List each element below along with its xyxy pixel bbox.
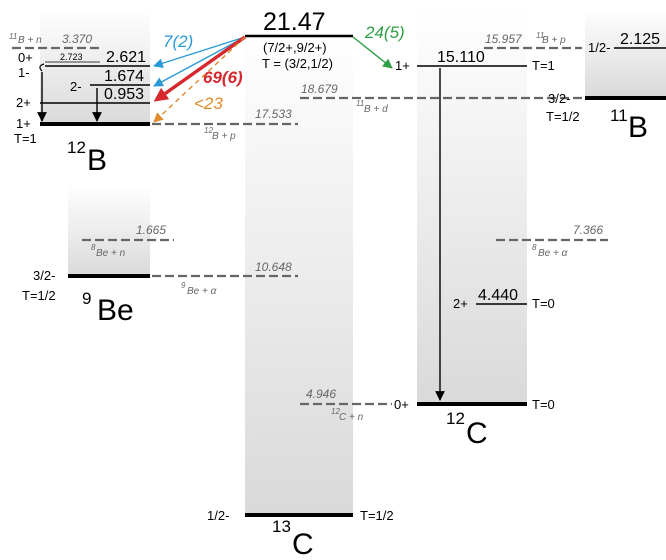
be9-scheme: 1.665 8 Be + n 3/2- T=1/2 10.648 9 Be + … bbox=[22, 223, 298, 327]
b12-nucleus-symbol: B bbox=[87, 144, 107, 177]
c12-level-15-energy: 15.110 bbox=[437, 49, 485, 66]
c13-threshold-d-mass: 11 bbox=[356, 99, 364, 108]
be9-threshold-n-label: Be + n bbox=[96, 248, 126, 259]
be9-threshold-alpha-mass: 9 bbox=[181, 281, 186, 290]
b11-level-spin: 1/2- bbox=[588, 40, 610, 55]
b11-band bbox=[585, 8, 666, 98]
be9-band bbox=[68, 185, 150, 278]
c12-nucleus-symbol: C bbox=[466, 417, 488, 450]
be9-ground-t: T=1/2 bbox=[22, 288, 56, 303]
c12-threshold-p-energy: 15.957 bbox=[485, 32, 523, 46]
blue-rate-label: 7(2) bbox=[163, 32, 193, 51]
b12-level-2p-energy: 0.953 bbox=[104, 86, 144, 103]
b11-nucleus-symbol: B bbox=[628, 111, 648, 144]
b11-scheme: 1/2- 2.125 3/2- T=1/2 11 B bbox=[546, 31, 666, 144]
b11-ground-t: T=1/2 bbox=[546, 109, 580, 124]
b12-level-2p-spin: 2+ bbox=[16, 95, 31, 110]
c12-band bbox=[417, 8, 527, 406]
orange-rate-label: <23 bbox=[194, 94, 223, 113]
c13-threshold-n-mass: 12 bbox=[331, 407, 340, 416]
b12-threshold-p-label: B + p bbox=[212, 131, 236, 142]
c12-threshold-alpha-label: Be + α bbox=[538, 248, 568, 259]
b12-level-2m-spin: 2- bbox=[70, 79, 82, 94]
b12-scheme: 11 B + n 3.370 0+ 2.621 2.723 1- 2- 1.67… bbox=[9, 32, 298, 177]
c12-level-15-t: T=1 bbox=[532, 58, 555, 73]
b12-level-1m-spin: 1- bbox=[18, 65, 30, 80]
b12-level-0p-spin: 0+ bbox=[18, 50, 33, 65]
be9-nucleus-symbol: Be bbox=[97, 294, 134, 327]
c13-scheme: 21.47 (7/2+,9/2+) T = (3/2,1/2) 18.679 1… bbox=[207, 8, 600, 560]
b11-ground-spin: 3/2- bbox=[548, 91, 570, 106]
c12-ground-t: T=0 bbox=[532, 397, 555, 412]
orange-arrow bbox=[153, 36, 246, 123]
c12-ground-spin: 0+ bbox=[394, 397, 409, 412]
c13-resonance-energy: 21.47 bbox=[263, 8, 326, 36]
b12-threshold-n-mass: 11 bbox=[9, 32, 17, 41]
c13-threshold-n-energy: 4.946 bbox=[306, 387, 336, 401]
c12-threshold-alpha-energy: 7.366 bbox=[573, 223, 603, 237]
b12-threshold-n-energy: 3.370 bbox=[62, 32, 92, 46]
green-rate-label: 24(5) bbox=[364, 23, 405, 42]
c13-nucleus-symbol: C bbox=[292, 528, 314, 560]
blue-arrow-lower bbox=[153, 36, 246, 87]
c13-threshold-d-label: B + d bbox=[364, 104, 388, 115]
be9-threshold-alpha-label: Be + α bbox=[187, 286, 217, 297]
b12-threshold-n-label: B + n bbox=[18, 35, 42, 46]
b12-level-0p-energy: 2.621 bbox=[106, 49, 146, 66]
be9-threshold-n-mass: 8 bbox=[91, 243, 96, 252]
red-rate-label: 69(6) bbox=[203, 68, 243, 87]
be9-ground-spin: 3/2- bbox=[33, 268, 55, 283]
b12-threshold-p-mass: 12 bbox=[204, 126, 213, 135]
green-arrow bbox=[352, 36, 393, 69]
b12-level-2m-energy: 1.674 bbox=[104, 68, 144, 85]
c12-threshold-p-label: B + p bbox=[542, 35, 566, 46]
b12-nucleus-mass: 12 bbox=[67, 138, 86, 157]
b12-level-2723-energy: 2.723 bbox=[60, 52, 83, 62]
c13-threshold-d-energy: 18.679 bbox=[301, 82, 338, 96]
c13-threshold-n-label: C + n bbox=[339, 412, 364, 423]
be9-threshold-n-energy: 1.665 bbox=[136, 223, 166, 237]
c13-resonance-spin: (7/2+,9/2+) bbox=[263, 40, 327, 55]
c13-ground-spin: 1/2- bbox=[207, 508, 229, 523]
c12-level-15-spin: 1+ bbox=[395, 58, 410, 73]
b12-band bbox=[40, 8, 150, 126]
b12-bracket-icon bbox=[39, 63, 45, 72]
c13-nucleus-mass: 13 bbox=[272, 517, 291, 536]
b11-level-energy: 2.125 bbox=[620, 31, 660, 48]
b12-ground-spin: 1+ bbox=[16, 116, 31, 131]
c12-threshold-p-mass: 11 bbox=[536, 31, 544, 40]
c13-ground-t: T=1/2 bbox=[360, 508, 394, 523]
decay-arrows: 7(2) 69(6) <23 24(5) bbox=[153, 23, 405, 123]
c12-level-2p-energy: 4.440 bbox=[478, 287, 518, 304]
b12-ground-t: T=1 bbox=[14, 131, 37, 146]
c12-threshold-alpha-mass: 8 bbox=[532, 243, 537, 252]
be9-nucleus-mass: 9 bbox=[82, 289, 91, 308]
c12-nucleus-mass: 12 bbox=[446, 409, 465, 428]
b11-nucleus-mass: 11 bbox=[610, 106, 628, 125]
c12-level-2p-spin: 2+ bbox=[453, 296, 468, 311]
blue-arrow-upper bbox=[153, 36, 246, 68]
c12-level-2p-t: T=0 bbox=[532, 296, 555, 311]
c13-resonance-t: T = (3/2,1/2) bbox=[262, 56, 333, 71]
red-arrow bbox=[153, 35, 247, 102]
be9-threshold-alpha-energy: 10.648 bbox=[255, 260, 292, 274]
c13-band bbox=[245, 28, 353, 516]
c12-scheme: 15.957 11 B + p 1+ 15.110 T=1 7.366 8 Be… bbox=[394, 31, 608, 450]
b12-threshold-p-energy: 17.533 bbox=[255, 107, 292, 121]
